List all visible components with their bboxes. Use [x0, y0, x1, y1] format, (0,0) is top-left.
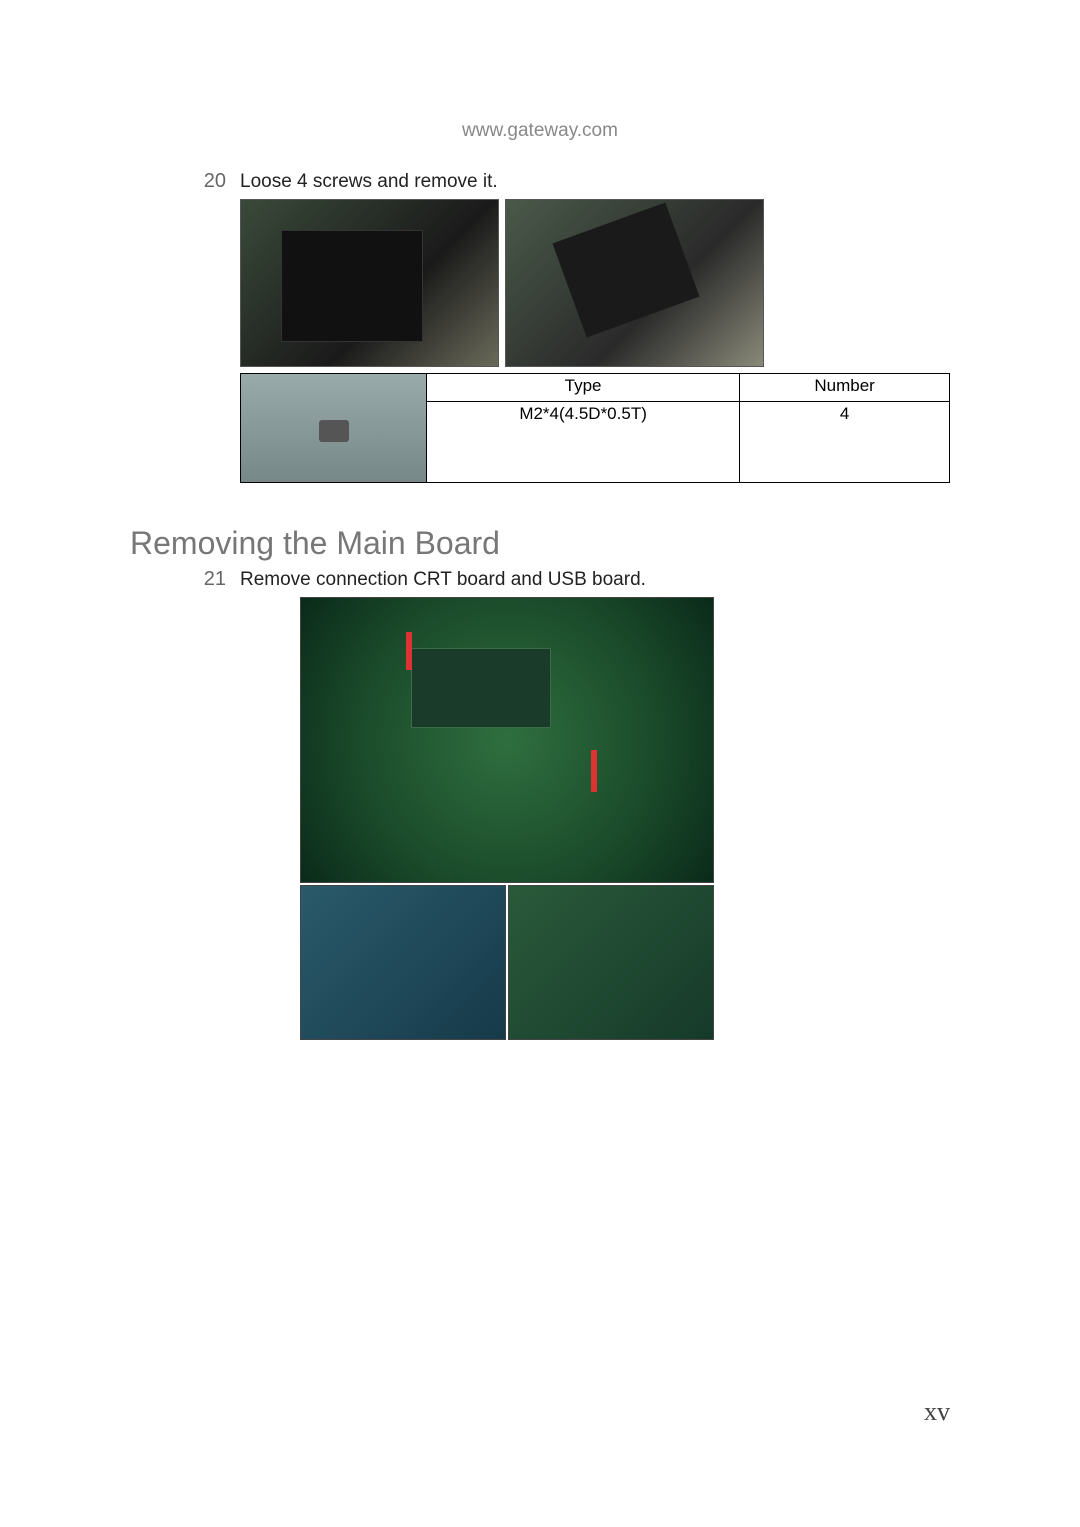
mainboard-photo [300, 885, 506, 1040]
screw-photo [241, 374, 427, 482]
table-header-type: Type [427, 374, 740, 402]
page-number: xv [924, 1397, 950, 1427]
table-header-number: Number [740, 374, 949, 402]
step-text: Loose 4 screws and remove it. [240, 171, 498, 193]
mainboard-photo [508, 885, 714, 1040]
step20-images [240, 199, 950, 367]
step-text: Remove connection CRT board and USB boar… [240, 569, 646, 591]
header-url: www.gateway.com [130, 120, 950, 142]
table-cell-number: 4 [740, 402, 949, 482]
table-cell-type: M2*4(4.5D*0.5T) [427, 402, 740, 482]
step-number: 21 [130, 568, 240, 591]
screw-table: Type Number M2*4(4.5D*0.5T) 4 [240, 373, 950, 483]
hardware-photo [240, 199, 499, 367]
step-21: 21 Remove connection CRT board and USB b… [130, 568, 950, 591]
step-number: 20 [130, 170, 240, 193]
mainboard-photos-bottom [300, 885, 950, 1040]
mainboard-photo-top [300, 597, 714, 883]
hardware-photo [505, 199, 764, 367]
section-heading: Removing the Main Board [130, 525, 950, 562]
step-20: 20 Loose 4 screws and remove it. [130, 170, 950, 193]
